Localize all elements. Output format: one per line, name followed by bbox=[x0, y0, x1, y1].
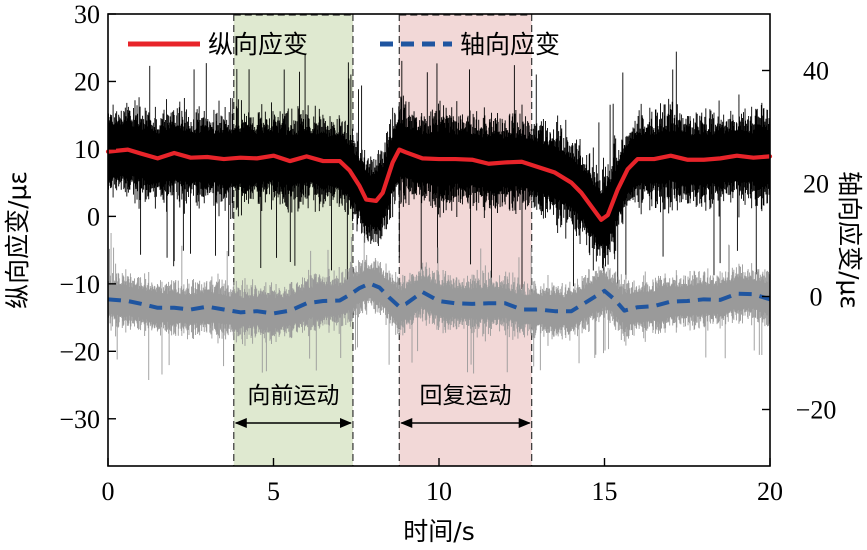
x-axis-title: 时间/s bbox=[403, 517, 474, 546]
shaded-region-1 bbox=[233, 14, 353, 466]
region-label-2: 回复运动 bbox=[419, 383, 511, 409]
y-left-tick-label--20: −20 bbox=[59, 337, 100, 366]
y-left-tick-label--30: −30 bbox=[59, 405, 100, 434]
y-left-tick-label-20: 20 bbox=[74, 67, 100, 96]
y-right-tick-label-0: 0 bbox=[810, 283, 823, 312]
y-right-tick-label--20: −20 bbox=[796, 396, 837, 425]
legend-label-2: 轴向应变 bbox=[460, 30, 560, 59]
x-tick-label-5: 5 bbox=[267, 477, 280, 506]
series-line-1 bbox=[105, 147, 773, 222]
y-left-tick-label--10: −10 bbox=[59, 270, 100, 299]
annotations-layer: 向前运动 回复运动 bbox=[234, 383, 531, 428]
x-tick-label-0: 0 bbox=[102, 477, 115, 506]
y-right-tick-label-40: 40 bbox=[803, 57, 829, 86]
series-lines-layer bbox=[105, 147, 773, 316]
y-axis-left-title: 纵向应变/με bbox=[3, 171, 32, 309]
y-left-tick-label-0: 0 bbox=[87, 202, 100, 231]
y-right-tick-label-20: 20 bbox=[803, 170, 829, 199]
x-tick-label-15: 15 bbox=[592, 477, 618, 506]
x-tick-label-10: 10 bbox=[426, 477, 452, 506]
y-axis-right-title: 轴向应变/με bbox=[835, 171, 864, 309]
y-left-tick-label-10: 10 bbox=[74, 135, 100, 164]
region-label-1: 向前运动 bbox=[247, 383, 339, 409]
ticks-layer: 0 5 10 15 20 30 20 10 0 −10 −20 −30 40 20 0 −20 bbox=[59, 0, 836, 506]
y-left-tick-label-30: 30 bbox=[74, 0, 100, 29]
legend: 纵向应变 轴向应变 bbox=[128, 30, 560, 59]
x-tick-label-20: 20 bbox=[757, 477, 783, 506]
legend-label-1: 纵向应变 bbox=[208, 30, 308, 59]
